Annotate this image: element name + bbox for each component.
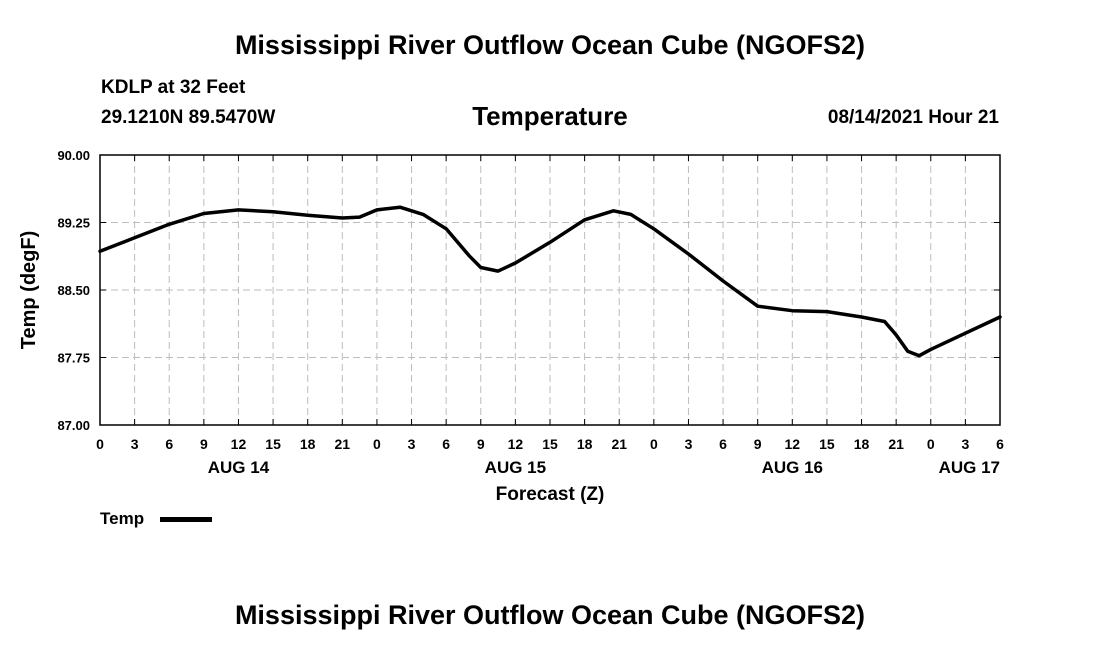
legend-line-swatch	[160, 517, 212, 522]
x-tick-label: 3	[685, 436, 693, 452]
y-axis-title: Temp (degF)	[18, 231, 40, 350]
y-tick-label: 88.50	[57, 283, 90, 298]
y-tick-label: 90.00	[57, 148, 90, 163]
x-tick-label: 9	[754, 436, 762, 452]
station-label: KDLP at 32 Feet	[101, 77, 246, 98]
x-date-label: AUG 14	[208, 458, 270, 477]
chart-title-top: Mississippi River Outflow Ocean Cube (NG…	[234, 30, 866, 60]
x-tick-label: 12	[231, 436, 247, 452]
x-tick-label: 9	[200, 436, 208, 452]
x-tick-label: 12	[508, 436, 524, 452]
x-tick-label: 3	[408, 436, 416, 452]
x-tick-label: 0	[927, 436, 935, 452]
x-tick-label: 6	[719, 436, 727, 452]
x-tick-label: 18	[300, 436, 316, 452]
y-tick-label: 89.25	[57, 216, 90, 231]
y-tick-label: 87.75	[57, 351, 90, 366]
x-tick-label: 15	[265, 436, 281, 452]
x-tick-label: 3	[131, 436, 139, 452]
chart-title-bottom: Mississippi River Outflow Ocean Cube (NG…	[234, 600, 866, 630]
x-tick-label: 0	[373, 436, 381, 452]
x-tick-label: 18	[854, 436, 870, 452]
forecast-datetime: 08/14/2021 Hour 21	[827, 107, 999, 128]
x-tick-label: 0	[650, 436, 658, 452]
x-date-label: AUG 15	[485, 458, 546, 477]
x-tick-label: 18	[577, 436, 593, 452]
x-tick-label: 21	[888, 436, 904, 452]
x-tick-label: 12	[785, 436, 801, 452]
station-coordinates: 29.1210N 89.5470W	[101, 107, 276, 128]
x-tick-label: 15	[542, 436, 558, 452]
x-tick-label: 21	[611, 436, 627, 452]
x-tick-label: 6	[442, 436, 450, 452]
x-axis-title: Forecast (Z)	[496, 484, 605, 505]
x-tick-label: 0	[96, 436, 104, 452]
x-tick-label: 3	[961, 436, 969, 452]
x-tick-label: 15	[819, 436, 835, 452]
x-tick-label: 21	[335, 436, 351, 452]
chart-subtitle: Temperature	[472, 101, 628, 131]
x-date-label: AUG 17	[939, 458, 1000, 477]
y-tick-label: 87.00	[57, 418, 90, 433]
x-tick-label: 6	[996, 436, 1004, 452]
legend-label: Temp	[100, 509, 145, 528]
series-line-temp	[98, 205, 1002, 358]
x-tick-label: 6	[165, 436, 173, 452]
x-tick-label: 9	[477, 436, 485, 452]
x-date-label: AUG 16	[762, 458, 823, 477]
